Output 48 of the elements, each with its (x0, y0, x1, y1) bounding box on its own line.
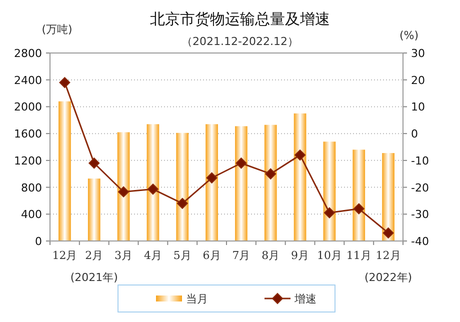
x-tick-label: 5月 (173, 249, 192, 262)
y-tick-label: 2800 (14, 47, 42, 60)
point (147, 184, 158, 195)
point (206, 172, 218, 184)
y-axis-title: (万吨) (42, 23, 72, 36)
point (88, 158, 100, 169)
y2-tick-label: 0 (411, 128, 418, 141)
y2-tick-label: -10 (411, 154, 429, 168)
y-tick-label: 1200 (14, 154, 42, 168)
y2-tick-label: -20 (411, 181, 429, 194)
point (265, 168, 276, 180)
text: (2022年) (364, 271, 412, 284)
y2-tick-label: -30 (411, 208, 429, 222)
x-tick-label: 8月 (262, 249, 280, 262)
chart-subtitle: （2021.12-2022.12） (182, 35, 298, 48)
x-tick-label: 10月 (316, 249, 342, 262)
y2-tick-label: 30 (411, 47, 425, 60)
y2-tick-label: 10 (411, 100, 425, 114)
x-tick-label: 12月 (376, 249, 401, 262)
y2-axis-title: (%) (399, 29, 419, 42)
x-tick-label: 11月 (346, 249, 372, 262)
x-tick-label: 4月 (144, 249, 162, 262)
legend-label: 增速 (294, 292, 316, 306)
x-tick-label: 12月 (52, 249, 78, 262)
x-tick-label: 9月 (291, 249, 310, 262)
y-tick-label: 2000 (14, 100, 42, 114)
point (236, 158, 247, 169)
x-tick-label: 6月 (202, 249, 221, 262)
point (382, 227, 394, 238)
y2-tick-label: 20 (411, 74, 425, 87)
point (353, 203, 364, 214)
y-tick-label: 2400 (14, 74, 42, 87)
chart-title: 北京市货物运输总量及增速 (150, 10, 330, 28)
text: (2021年) (70, 271, 118, 284)
y-tick-label: 800 (21, 181, 42, 194)
point (59, 77, 70, 88)
point (176, 198, 188, 209)
x-tick-label: 3月 (114, 249, 133, 262)
point (324, 207, 335, 218)
y-tick-label: 0 (35, 235, 42, 248)
point (294, 150, 306, 161)
y-tick-label: 1600 (14, 128, 42, 141)
x-tick-label: 7月 (232, 249, 250, 262)
legend-label: 当月 (186, 292, 208, 306)
x-tick-label: 2月 (85, 249, 104, 262)
y-tick-label: 400 (21, 208, 42, 222)
point (118, 186, 130, 198)
y2-tick-label: -40 (411, 235, 429, 248)
